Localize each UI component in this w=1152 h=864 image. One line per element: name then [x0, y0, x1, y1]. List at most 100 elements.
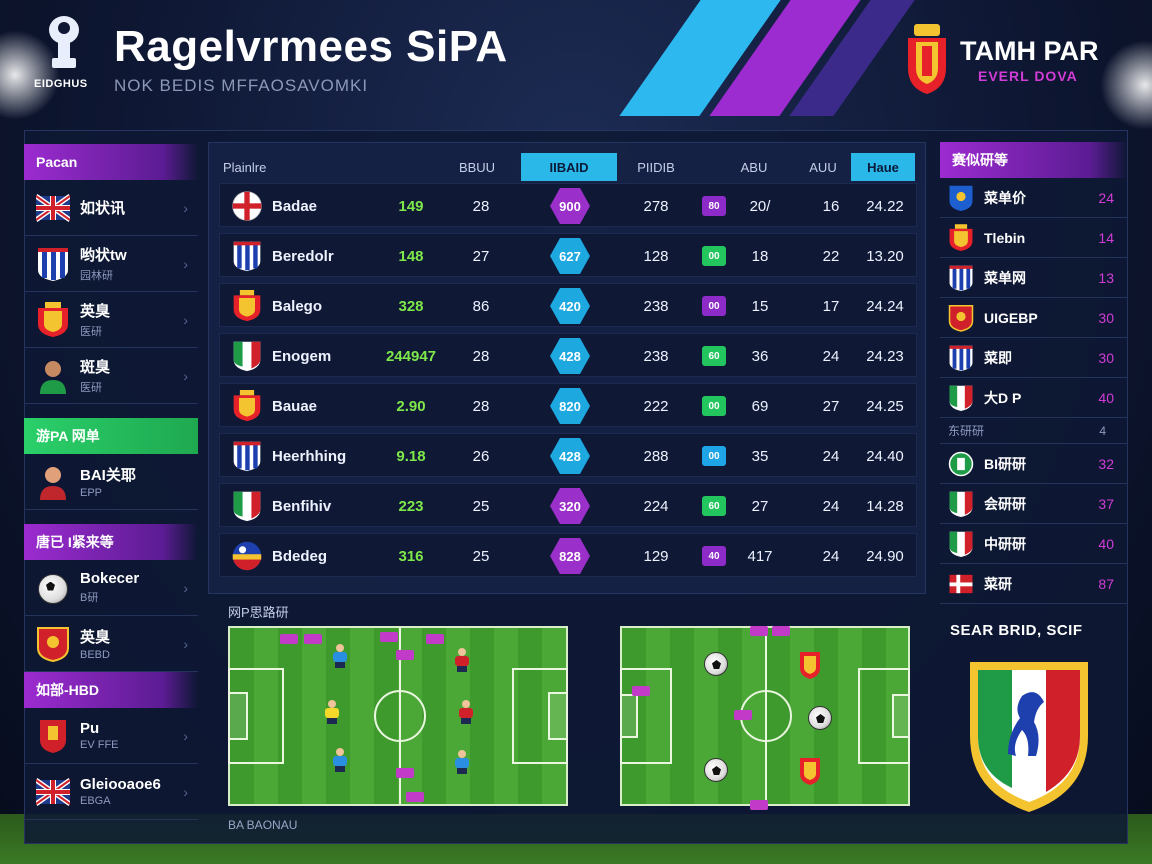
stat-cell: 24.40 [866, 447, 904, 465]
sidebar-section-header[interactable]: 游PA 网单 [24, 418, 198, 454]
ranking-row[interactable]: 中研研 40 [940, 524, 1128, 564]
stat-cell: 24 [822, 497, 840, 515]
column-header[interactable]: PIIDIB [637, 159, 675, 175]
sidebar-item[interactable]: 哟状tw 园林研 › [24, 236, 198, 292]
ranking-row[interactable]: BI研研 32 [940, 444, 1128, 484]
stat-cell: 20/ [749, 197, 771, 215]
formation-pitch[interactable] [228, 626, 568, 806]
sidebar-item[interactable]: Bokecer B研 › [24, 560, 198, 616]
rating-value: 900 [559, 198, 581, 214]
sidebar-item[interactable]: Pu EV FFE › [24, 708, 198, 764]
stat-cell: 223 [398, 497, 424, 515]
stat-cell: 18 [751, 247, 769, 265]
player-marker[interactable] [454, 648, 470, 672]
status-badge: 60 [702, 496, 726, 516]
sidebar-item[interactable]: 英臭 医研 › [24, 292, 198, 348]
trophy-icon [49, 16, 79, 68]
ranking-value: 87 [1098, 576, 1114, 592]
ranking-name: 菜即 [984, 349, 1012, 366]
header: EIDGHUS Ragelvrmees SiPA NOK BEDIS MFFAO… [0, 0, 1152, 120]
ranking-row[interactable]: 菜即 30 [940, 338, 1128, 378]
column-header[interactable]: IIBAID [521, 153, 617, 181]
rating-hexagon: 900 [550, 188, 590, 224]
stat-cell: 24.24 [866, 297, 904, 315]
right-sidebar: 赛似研等 菜单价 24 Tlebin 14 菜单网 13 UIGEBP 30 菜… [940, 142, 1128, 604]
sidebar-item-label: 英臭 [80, 303, 111, 320]
sidebar-item[interactable]: Gleiooaoe6 EBGA › [24, 764, 198, 820]
status-badge: 40 [702, 546, 726, 566]
table-row[interactable]: Bauae 2.90 28 820 222 00 69 27 24.25 [219, 383, 917, 427]
status-badge-value: 60 [708, 350, 720, 362]
ranking-row[interactable]: 菜研 87 [940, 564, 1128, 604]
sidebar-item-label: 斑臭 [80, 359, 111, 376]
stat-cell: 24.23 [866, 347, 904, 365]
table-header: Plainlre BBUU IIBAID PIIDIB ABU AUU Haue [209, 153, 927, 181]
column-header[interactable]: AUU [809, 159, 837, 175]
italy-shield-icon[interactable] [966, 656, 1092, 814]
stat-cell: 36 [751, 347, 769, 365]
table-row[interactable]: Badae 149 28 900 278 80 20/ 16 24.22 [219, 183, 917, 227]
italy-shield-icon [948, 383, 974, 413]
rating-value: 320 [559, 498, 581, 514]
player-marker[interactable] [458, 700, 474, 724]
tournament-logo[interactable]: EIDGHUS [32, 12, 102, 102]
table-row[interactable]: Balego 328 86 420 238 00 15 17 24.24 [219, 283, 917, 327]
status-badge-value: 40 [708, 550, 720, 562]
table-row[interactable]: Heerhhing 9.18 26 428 288 00 35 24 24.40 [219, 433, 917, 477]
chevron-right-icon: › [183, 312, 188, 328]
stat-cell: 24.25 [866, 397, 904, 415]
ranking-row[interactable]: 菜单价 24 [940, 178, 1128, 218]
rating-hexagon: 627 [550, 238, 590, 274]
sidebar-section-header[interactable]: 唐已 I紧来等 [24, 524, 198, 560]
brand-block[interactable]: TAMH PAR EVERL DOVA [900, 18, 1130, 98]
sidebar-item-label: 英臭 [80, 629, 111, 646]
status-badge-value: 00 [708, 450, 720, 462]
stat-cell: 2.90 [396, 397, 426, 415]
table-row[interactable]: Bdedeg 316 25 828 129 40 417 24 24.90 [219, 533, 917, 577]
match-pitch[interactable] [620, 626, 910, 810]
rating-hexagon: 420 [550, 288, 590, 324]
sidebar-item[interactable]: BAI关耶 EPP [24, 454, 198, 510]
table-row[interactable]: Beredolr 148 27 627 128 00 18 22 13.20 [219, 233, 917, 277]
right-section-title: SEAR BRID, SCIF [950, 622, 1083, 639]
ranking-row[interactable]: UIGEBP 30 [940, 298, 1128, 338]
stat-cell: 28 [472, 347, 490, 365]
player-marker[interactable] [332, 748, 348, 772]
sidebar-subheader-label: 东研研 [948, 424, 985, 438]
sidebar-item[interactable]: 英臭 BEBD › [24, 616, 198, 672]
player-marker[interactable] [332, 644, 348, 668]
sidebar-section-header[interactable]: Pacan [24, 144, 198, 180]
player-marker[interactable] [324, 700, 340, 724]
italy-shield-icon [230, 490, 264, 522]
stat-cell: 149 [398, 197, 424, 215]
brand-name: TAMH PAR [960, 36, 1099, 66]
ranking-row[interactable]: 会研研 37 [940, 484, 1128, 524]
player-avatar-icon [40, 360, 66, 394]
sidebar-subheader-value: 4 [1099, 423, 1106, 438]
sidebar-section-header[interactable]: 如部-HBD [24, 672, 198, 708]
spain-crest-icon [948, 223, 974, 253]
stat-cell: 24.22 [866, 197, 904, 215]
ranking-row[interactable]: 大D P 40 [940, 378, 1128, 418]
column-header[interactable]: ABU [740, 159, 768, 175]
column-header[interactable]: BBUU [458, 159, 496, 175]
column-header[interactable]: Haue [851, 153, 915, 181]
player-marker[interactable] [454, 750, 470, 774]
stat-cell: 22 [822, 247, 840, 265]
stat-cell: 24 [822, 347, 840, 365]
ranking-row[interactable]: Tlebin 14 [940, 218, 1128, 258]
table-row[interactable]: Benfihiv 223 25 320 224 60 27 24 14.28 [219, 483, 917, 527]
ranking-row[interactable]: 菜单网 13 [940, 258, 1128, 298]
standings-table: Plainlre BBUU IIBAID PIIDIB ABU AUU Haue… [208, 142, 926, 594]
table-row[interactable]: Enogem 244947 28 428 238 60 36 24 24.23 [219, 333, 917, 377]
sidebar-section-header[interactable]: 赛似研等 [940, 142, 1128, 178]
column-header[interactable]: Plainlre [223, 159, 267, 175]
ranking-value: 14 [1098, 230, 1114, 246]
status-badge-value: 00 [708, 300, 720, 312]
sidebar-item[interactable]: 斑臭 医研 › [24, 348, 198, 404]
status-badge: 00 [702, 246, 726, 266]
stripes-flag-icon [230, 240, 264, 272]
sidebar-item[interactable]: 如状讯 › [24, 180, 198, 236]
soccer-ball-icon [808, 706, 832, 730]
stat-cell: 25 [472, 497, 490, 515]
